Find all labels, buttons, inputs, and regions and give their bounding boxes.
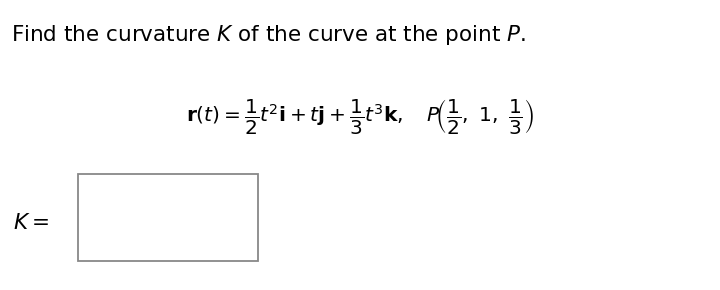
Text: Find the curvature $K$ of the curve at the point $P$.: Find the curvature $K$ of the curve at t… <box>11 23 526 47</box>
Text: $K =$: $K =$ <box>13 213 49 233</box>
Text: $\mathbf{r}(t) = \dfrac{1}{2}t^2\mathbf{i} + t\mathbf{j} + \dfrac{1}{3}t^3\mathb: $\mathbf{r}(t) = \dfrac{1}{2}t^2\mathbf{… <box>186 97 534 135</box>
FancyBboxPatch shape <box>78 174 258 261</box>
